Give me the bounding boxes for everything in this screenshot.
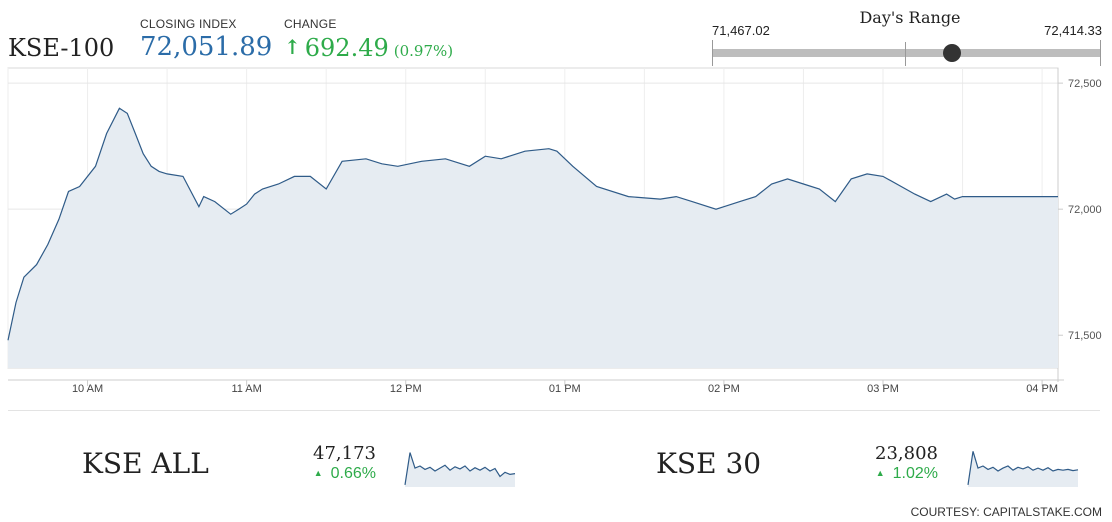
y-tick-label: 72,500 bbox=[1068, 78, 1102, 90]
closing-index-label: CLOSING INDEX bbox=[140, 17, 237, 31]
change-label: CHANGE bbox=[284, 17, 337, 31]
up-arrow-icon: ↑ bbox=[284, 35, 301, 59]
sparkline-area bbox=[405, 452, 515, 487]
closing-index-value: 72,051.89 bbox=[140, 32, 273, 62]
days-range-marker bbox=[943, 44, 962, 62]
x-axis-ticks: 10 AM 11 AM 12 PM 01 PM 02 PM 03 PM 04 PM bbox=[72, 380, 1058, 395]
sparkline-line bbox=[967, 451, 1079, 485]
sparkline-line bbox=[404, 452, 516, 485]
days-range-low: 71,467.02 bbox=[712, 23, 770, 38]
up-triangle-icon: ▲ bbox=[875, 468, 885, 478]
price-line bbox=[7, 107, 1058, 341]
kse-30-change: ▲ 1.02% bbox=[875, 465, 938, 482]
kse-30-sparkline bbox=[967, 451, 1079, 487]
change-value: 692.49 bbox=[304, 34, 389, 62]
change-percent: (0.97%) bbox=[393, 42, 454, 60]
change-row: ↑ 692.49 (0.97%) bbox=[284, 34, 453, 62]
x-tick-label: 10 AM bbox=[72, 383, 103, 395]
y-axis-ticks: 72,500 72,000 71,500 bbox=[1058, 78, 1102, 342]
x-tick-label: 12 PM bbox=[390, 383, 422, 395]
kse-all-name: KSE ALL bbox=[82, 447, 209, 480]
x-tick-label: 11 AM bbox=[231, 383, 261, 395]
x-tick-label: 01 PM bbox=[549, 383, 581, 395]
y-tick-label: 72,000 bbox=[1068, 204, 1102, 216]
y-tick-label: 71,500 bbox=[1068, 330, 1102, 342]
kse-30-value: 23,808 bbox=[875, 443, 938, 464]
days-range-high: 72,414.33 bbox=[1044, 23, 1102, 38]
index-name: KSE-100 bbox=[8, 34, 115, 62]
kse-all-sparkline bbox=[404, 452, 516, 487]
kse-all-change: ▲ 0.66% bbox=[313, 465, 376, 482]
kse-all-value: 47,173 bbox=[313, 443, 376, 464]
days-range-title: Day's Range bbox=[859, 8, 961, 27]
intraday-chart: 72,500 72,000 71,500 10 AM 11 AM 12 PM 01 PM 0… bbox=[7, 67, 1102, 395]
x-tick-label: 02 PM bbox=[708, 383, 740, 395]
price-area bbox=[8, 108, 1058, 369]
x-tick-label: 03 PM bbox=[867, 383, 899, 395]
range-mid-tick bbox=[905, 42, 906, 66]
section-divider bbox=[8, 410, 1100, 411]
kse-30-name: KSE 30 bbox=[656, 447, 762, 480]
courtesy-credit: COURTESY: CAPITALSTAKE.COM bbox=[910, 505, 1102, 519]
days-range-track bbox=[712, 49, 1101, 57]
x-tick-label: 04 PM bbox=[1026, 383, 1058, 395]
up-triangle-icon: ▲ bbox=[313, 468, 323, 478]
